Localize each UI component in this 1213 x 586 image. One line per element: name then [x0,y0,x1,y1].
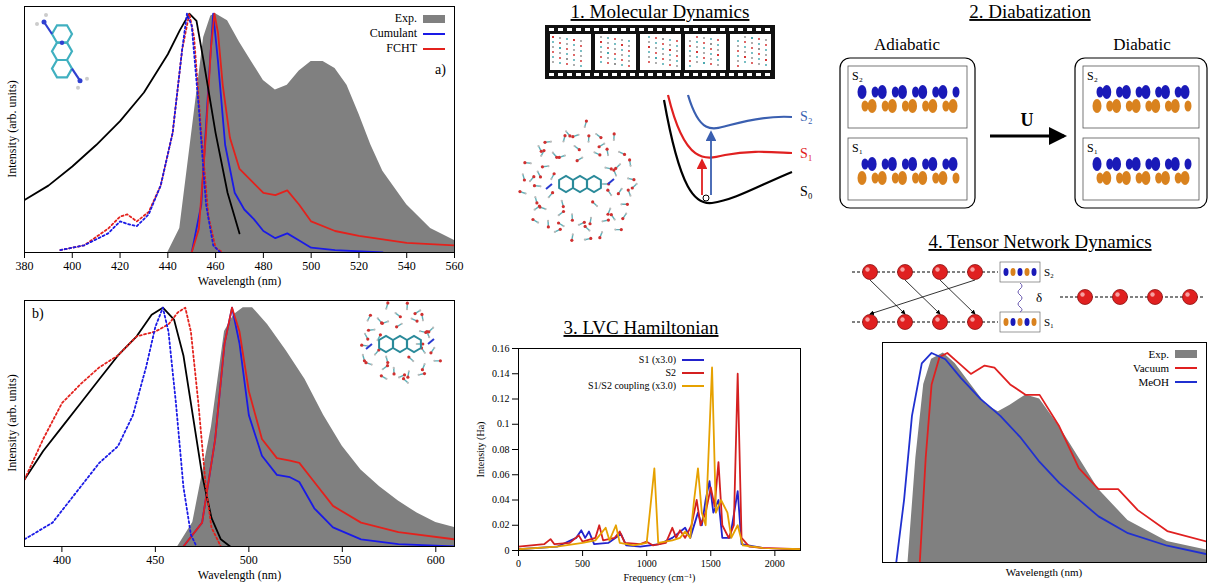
html-text:FCHT: FCHT [386,41,417,55]
svg-text:S₁: S₁ [1087,141,1098,155]
svg-text:480: 480 [254,259,272,273]
html-text:Exp.: Exp. [394,11,417,25]
html-text:Wavelength (nm): Wavelength (nm) [1005,566,1083,578]
svg-text:0.06: 0.06 [492,469,510,480]
svg-text:0.02: 0.02 [492,519,510,530]
svg-text:S₂: S₂ [1044,266,1054,278]
html-text:S1 (x3.0): S1 (x3.0) [638,354,677,365]
svg-text:450: 450 [146,553,164,567]
svg-text:420: 420 [111,259,129,273]
svg-text:2000: 2000 [765,558,785,569]
html-text:Exp.: Exp. [1148,348,1169,360]
svg-text:Adiabatic: Adiabatic [874,35,941,54]
svg-text:S₀: S₀ [800,184,813,199]
svg-text:Diabatic: Diabatic [1113,35,1171,54]
svg-text:520: 520 [350,259,368,273]
svg-text:0.04: 0.04 [492,494,510,505]
svg-text:Intensity (Ha): Intensity (Ha) [475,422,487,478]
svg-text:Frequency (cm⁻¹): Frequency (cm⁻¹) [624,572,696,584]
svg-text:500: 500 [302,259,320,273]
svg-text:0: 0 [516,558,521,569]
svg-text:S₁: S₁ [1044,316,1054,328]
html-text:Vacuum: Vacuum [1133,362,1169,374]
svg-text:S₂: S₂ [1087,69,1098,83]
svg-text:560: 560 [446,259,464,273]
svg-text:2. Diabatization: 2. Diabatization [969,1,1091,22]
svg-text:460: 460 [207,259,225,273]
html-text:Intensity (arb. units): Intensity (arb. units) [4,80,19,178]
svg-text:550: 550 [333,553,351,567]
svg-text:S₁: S₁ [800,146,813,161]
svg-text:400: 400 [53,553,71,567]
svg-text:500: 500 [240,553,258,567]
svg-text:S₁: S₁ [852,141,863,155]
html-text:a): a) [435,62,446,77]
svg-text:380: 380 [16,259,34,273]
svg-text:0.08: 0.08 [492,444,510,455]
svg-text:Wavelength (nm): Wavelength (nm) [198,274,281,288]
svg-text:500: 500 [575,558,590,569]
svg-text:U: U [1021,110,1034,130]
svg-text:0.16: 0.16 [492,343,510,354]
svg-text:3. LVC Hamiltonian: 3. LVC Hamiltonian [564,317,719,338]
svg-text:600: 600 [427,553,445,567]
svg-text:400: 400 [63,259,81,273]
html-text:Intensity (arb. units): Intensity (arb. units) [4,374,19,472]
svg-text:1500: 1500 [701,558,721,569]
html-text:MeOH: MeOH [1138,376,1169,388]
svg-text:S₂: S₂ [852,69,863,83]
svg-text:4. Tensor Network Dynamics: 4. Tensor Network Dynamics [928,231,1151,252]
html-text:S2: S2 [665,367,677,378]
html-text:Cumulant: Cumulant [369,26,417,40]
svg-text:1. Molecular Dynamics: 1. Molecular Dynamics [571,1,750,22]
svg-text:0: 0 [505,545,510,556]
svg-text:Wavelength (nm): Wavelength (nm) [198,568,281,582]
svg-text:0.12: 0.12 [492,393,510,404]
svg-text:0.1: 0.1 [497,418,510,429]
svg-text:S₂: S₂ [800,109,813,124]
svg-text:540: 540 [398,259,416,273]
html-text:S1/S2 coupling (x3.0): S1/S2 coupling (x3.0) [588,380,677,391]
svg-text:440: 440 [159,259,177,273]
svg-text:0.14: 0.14 [492,368,510,379]
html-text:b): b) [32,306,44,321]
svg-text:δ: δ [1036,290,1042,305]
svg-text:1000: 1000 [637,558,657,569]
